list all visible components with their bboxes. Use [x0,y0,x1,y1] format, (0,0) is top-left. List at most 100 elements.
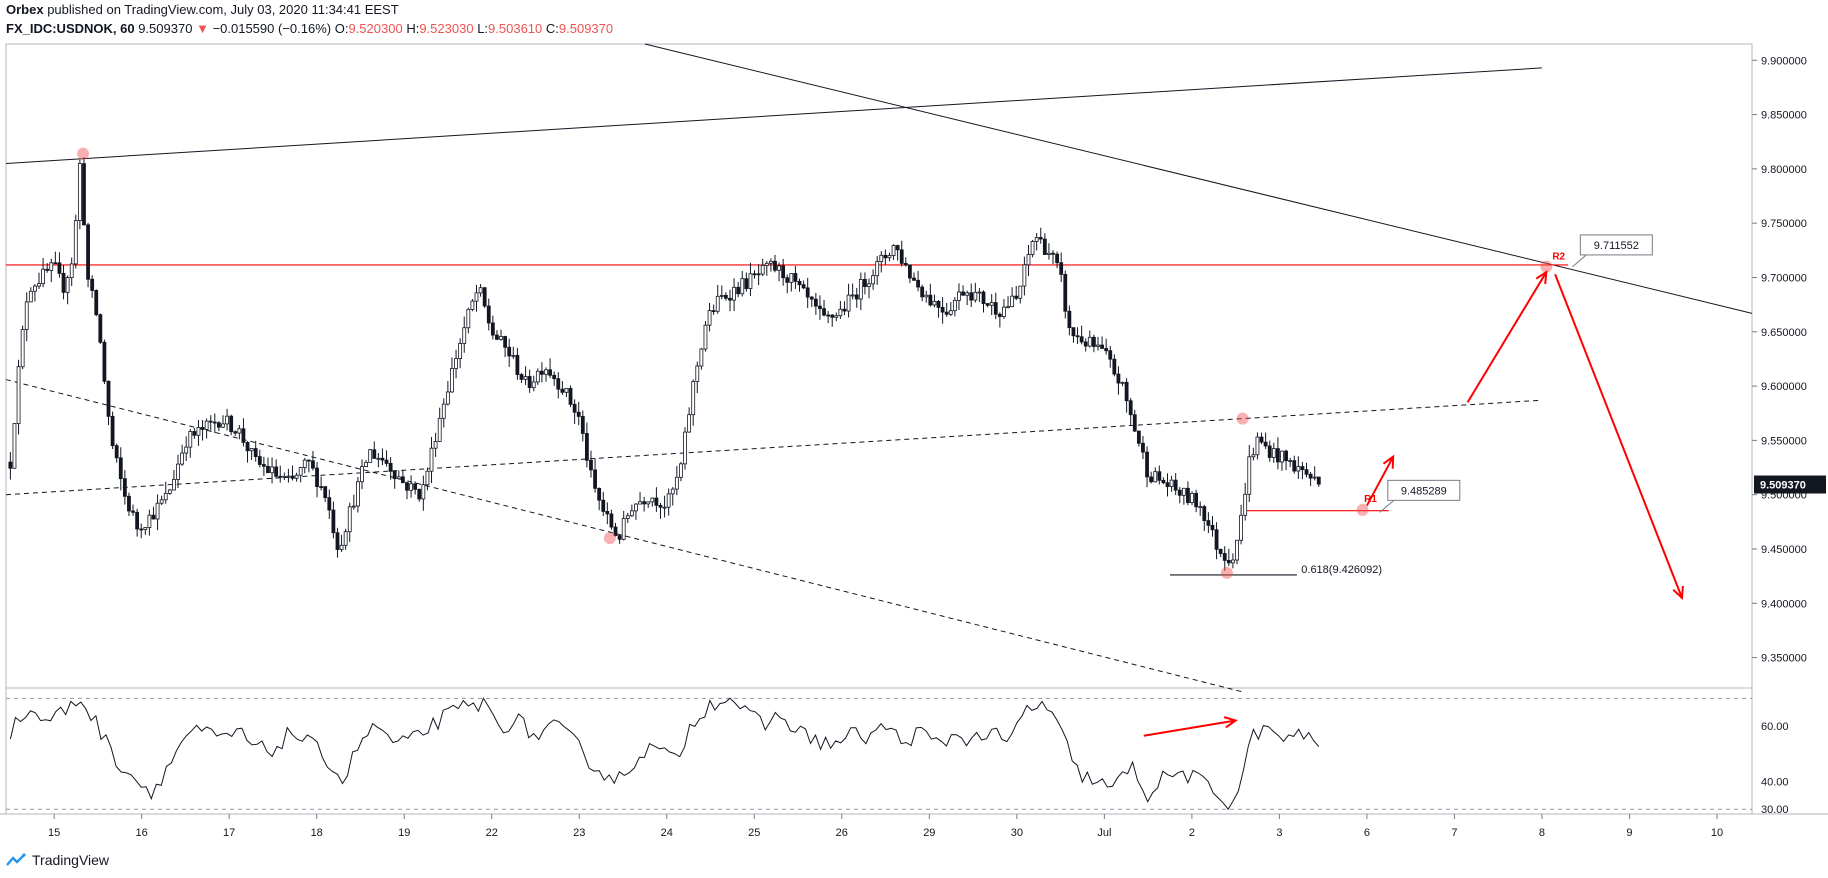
candle-body [674,476,679,490]
candle-body [319,486,324,488]
candle-body [396,476,401,480]
candle-body [801,284,806,289]
time-tick-label-8: 25 [748,827,760,839]
candle-body [200,427,205,430]
candle-body [903,263,908,266]
candle-body [732,286,736,301]
candle-body [981,291,986,304]
candle-body [1243,493,1248,516]
candle-body [601,499,606,512]
candle-body [993,302,998,315]
candle-body [1063,274,1068,312]
candle-body [793,273,798,282]
candle-body [1038,237,1043,240]
candle-body [703,324,708,350]
candle-body [854,294,859,300]
candle-body [1263,441,1268,447]
symbol-name: FX_IDC:USDNOK, 60 [6,21,135,36]
time-tick-label-3: 18 [311,827,323,839]
candle-body [580,416,585,434]
candle-body [376,457,381,460]
candle-body [143,527,148,530]
time-tick-label-19: 10 [1711,827,1723,839]
candle-body [576,411,581,417]
candle-body [327,497,332,511]
candle-body [323,486,328,498]
candle-body [891,245,896,256]
candle-body [360,466,364,483]
price-tick-label-8: 9.750000 [1761,218,1807,230]
candle-body [37,283,41,287]
candle-body [311,460,315,469]
rsi-tick-label-2: 60.00 [1761,721,1789,733]
candle-body [135,511,140,530]
time-tick-label-11: 30 [1011,827,1023,839]
price-tick-label-9: 9.800000 [1761,164,1807,176]
candle-body [339,544,344,550]
candle-body [266,465,270,474]
rsi-tick-label-1: 40.00 [1761,777,1789,789]
candle-body [356,481,360,507]
candle-body [257,456,262,465]
pivot-point-2 [1236,412,1249,425]
time-tick-label-13: 2 [1189,827,1195,839]
candle-body [384,459,389,464]
candle-body [1231,559,1235,564]
candle-body [724,294,728,299]
candle-body [605,511,610,515]
pivot-point-1 [603,532,616,545]
candle-body [936,300,941,308]
candle-body [973,291,978,301]
candle-body [826,314,831,317]
candle-body [789,273,794,283]
candle-body [511,354,516,357]
price-tick-label-11: 9.900000 [1761,55,1807,67]
candle-body [940,307,945,313]
candle-body [188,431,193,448]
candle-body [1292,460,1297,472]
candle-body [380,457,385,461]
candle-body [1136,430,1141,444]
candle-body [691,381,696,416]
trendline-upper-channel [5,67,1542,164]
candle-body [838,308,843,317]
candle-body [736,286,741,295]
candle-body [474,292,479,302]
candle-body [728,297,732,301]
candle-body [1173,479,1178,491]
candle-body [1128,400,1133,416]
R2-price-label: 9.711552 [1594,240,1639,252]
candle-body [1083,341,1088,347]
candle-body [977,291,982,294]
candle-body [61,272,66,293]
candle-body [450,368,454,393]
candle-body [1116,373,1121,384]
price-change: −0.015590 (−0.16%) [212,21,332,36]
candle-body [654,497,659,506]
candle-body [1194,492,1199,508]
candle-body [523,376,528,380]
candle-body [114,445,119,459]
candle-body [895,245,900,251]
candle-body [662,506,667,509]
candle-body [707,310,712,326]
candle-body [1071,327,1076,337]
candle-body [912,277,916,281]
time-tick-label-18: 9 [1626,827,1632,839]
symbol-row: FX_IDC:USDNOK, 60 9.509370 ▼ −0.015590 (… [6,21,613,37]
trendline-descending-resistance [644,43,1753,314]
candle-body [1181,487,1186,496]
candle-body [20,329,25,368]
candle-body [204,420,209,430]
candle-body [1059,262,1064,275]
candle-body [159,499,164,504]
last-price: 9.509370 [138,21,193,36]
candle-body [621,518,626,540]
candle-body [695,365,700,382]
candle-body [715,295,720,312]
chart-canvas[interactable]: 9.3500009.4000009.4500009.5000009.550000… [0,0,1828,850]
candle-body [531,381,536,389]
candle-body [106,380,111,417]
candle-body [1304,469,1309,475]
candle-body [176,463,180,480]
